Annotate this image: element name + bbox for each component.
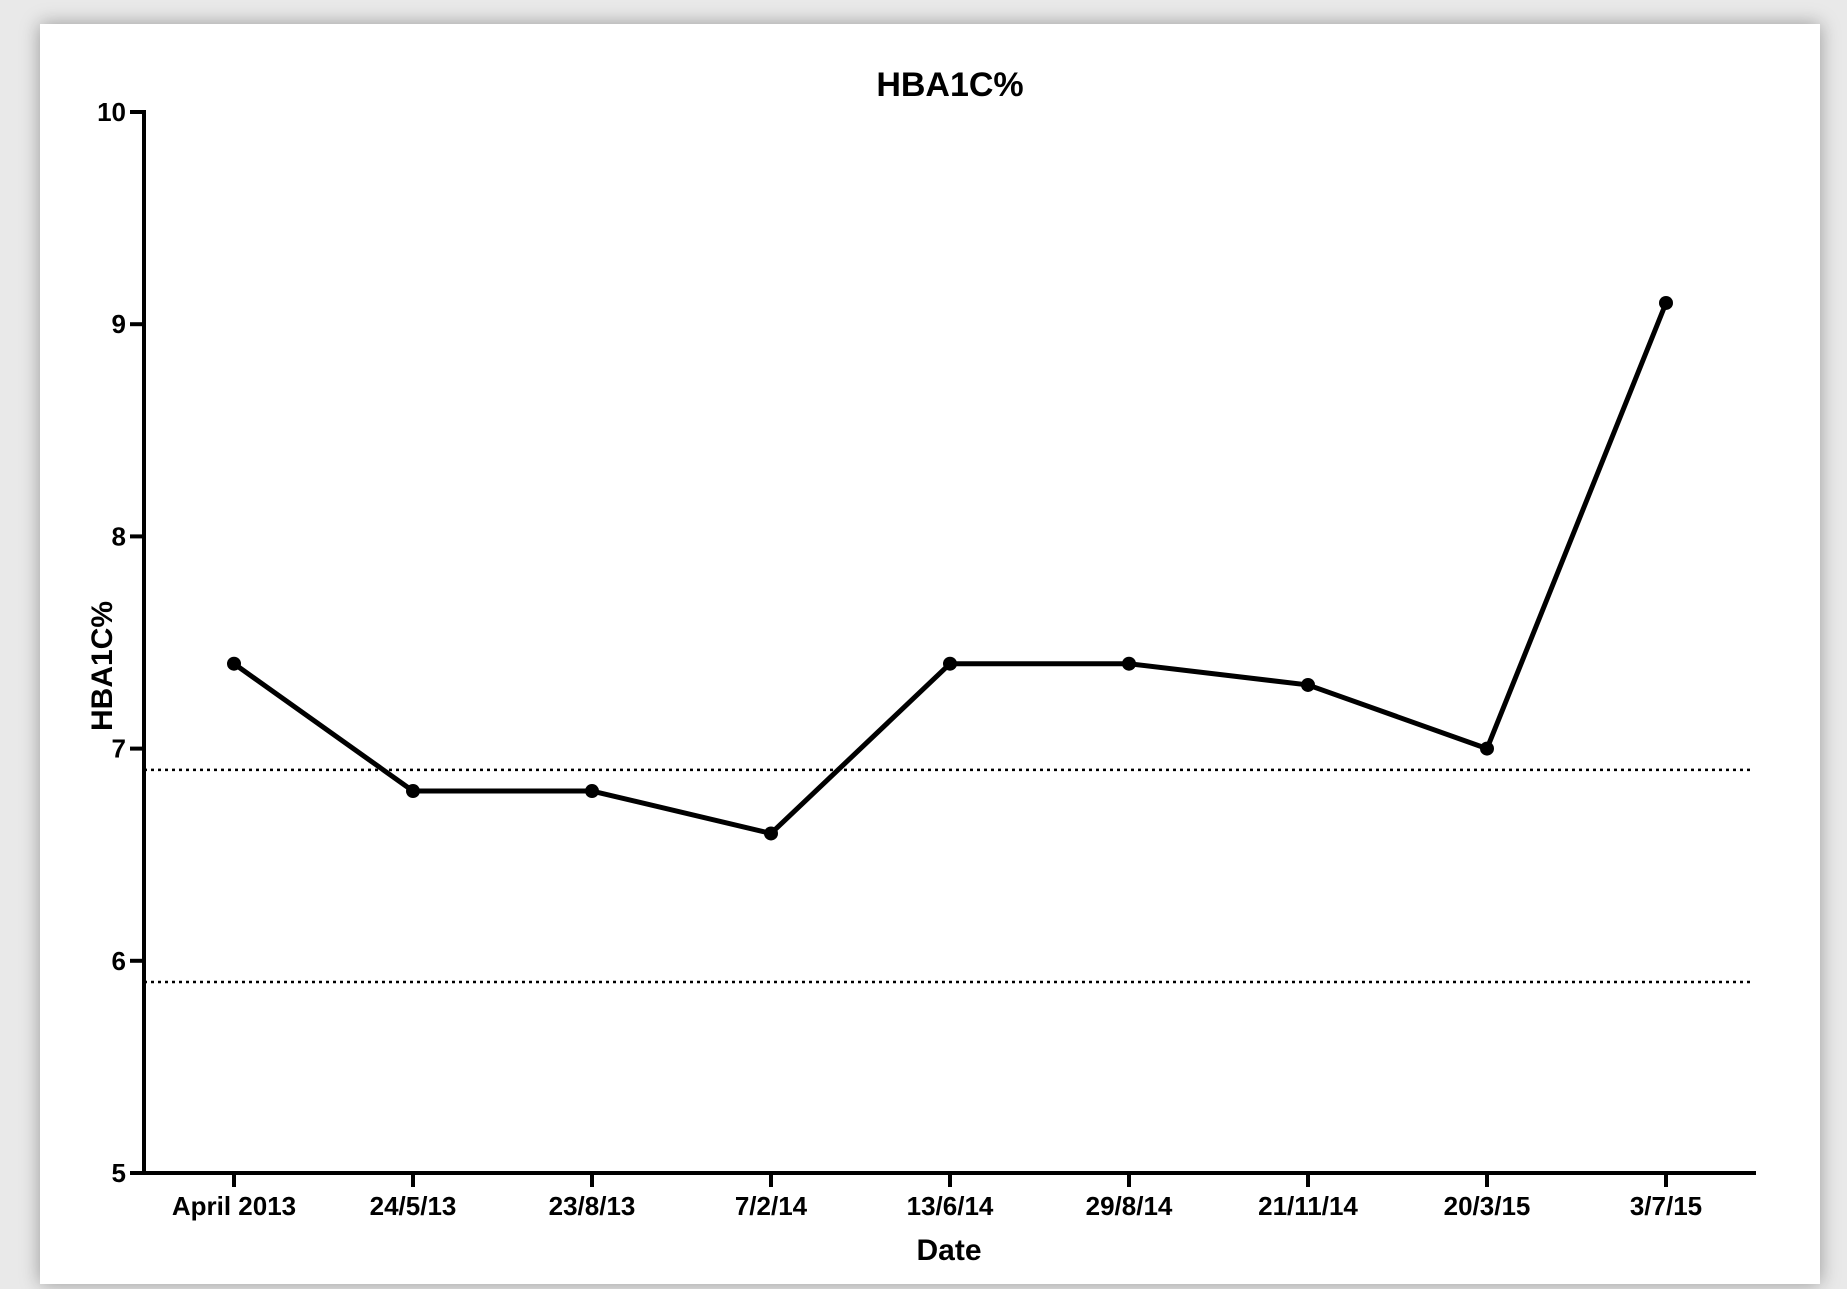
y-tick-label-9: 9 <box>112 309 126 339</box>
x-tick-label-4: 13/6/14 <box>907 1191 994 1221</box>
plot-area: 5 6 7 8 9 10 April 2013 24/5/13 23/8/13 7/2/14 13/… <box>97 97 1756 1221</box>
chart-title: HBA1C% <box>876 66 1023 104</box>
x-tick-label-1: 24/5/13 <box>370 1191 457 1221</box>
x-tick-label-8: 3/7/15 <box>1630 1191 1702 1221</box>
data-point-2 <box>585 784 599 799</box>
x-tick-label-5: 29/8/14 <box>1086 1191 1173 1221</box>
y-tick-label-6: 6 <box>112 946 126 976</box>
x-axis-label: Date <box>916 1234 981 1267</box>
data-point-8 <box>1659 295 1673 310</box>
data-point-6 <box>1301 677 1315 692</box>
x-tick-label-2: 23/8/13 <box>549 1191 636 1221</box>
y-tick-label-8: 8 <box>112 521 126 551</box>
x-tick-label-3: 7/2/14 <box>735 1191 808 1221</box>
data-point-1 <box>406 784 420 799</box>
data-point-4 <box>943 656 957 671</box>
chart-card: HBA1C% HBA1C% Date 5 6 7 8 9 10 April 2013 24/5… <box>40 24 1820 1284</box>
x-tick-label-7: 20/3/15 <box>1444 1191 1531 1221</box>
data-point-3 <box>764 826 778 841</box>
x-tick-label-6: 21/11/14 <box>1258 1191 1358 1221</box>
y-tick-label-7: 7 <box>112 734 126 764</box>
data-point-0 <box>227 656 241 671</box>
y-tick-label-10: 10 <box>97 97 126 127</box>
series-line-0 <box>231 300 1669 836</box>
data-point-7 <box>1480 741 1494 756</box>
x-tick-label-0: April 2013 <box>172 1191 296 1221</box>
y-tick-label-5: 5 <box>112 1158 126 1188</box>
line-chart: HBA1C% HBA1C% Date 5 6 7 8 9 10 April 2013 24/5… <box>86 66 1756 1267</box>
y-axis-label: HBA1C% <box>86 601 119 731</box>
data-point-5 <box>1122 656 1136 671</box>
